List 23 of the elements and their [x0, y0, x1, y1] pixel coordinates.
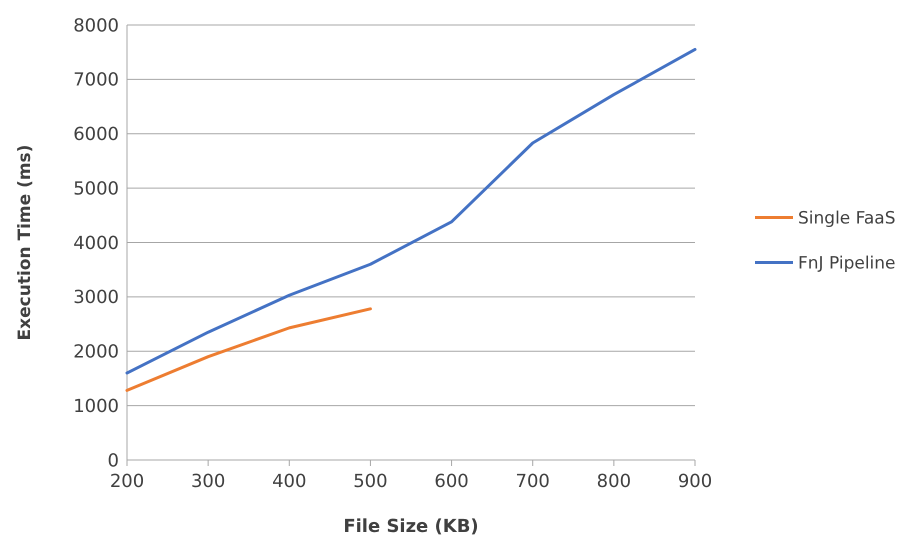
- x-tick-label: 400: [272, 471, 306, 492]
- x-tick-label: 900: [678, 471, 712, 492]
- x-tick-label: 300: [190, 471, 226, 492]
- x-tick-label: 800: [596, 471, 632, 492]
- y-tick-label: 7000: [73, 70, 119, 91]
- legend-label: FnJ Pipeline: [798, 253, 896, 274]
- line-series: [126, 48, 696, 374]
- y-tick-label: 5000: [73, 178, 119, 200]
- y-tick-label: 3000: [73, 287, 119, 308]
- x-axis-title: File Size (KB): [343, 516, 479, 537]
- line-series: [126, 307, 372, 392]
- y-tick-label: 6000: [73, 124, 119, 146]
- x-tick-label: 700: [516, 471, 550, 492]
- y-axis-title: Execution Time (ms): [15, 144, 35, 340]
- y-tick-label: 1000: [73, 396, 119, 417]
- x-tick-label: 600: [434, 471, 469, 492]
- x-tick-label: 200: [110, 471, 144, 492]
- x-tick-label: 500: [353, 471, 388, 492]
- y-tick-label: 8000: [73, 15, 119, 36]
- y-tick-label: 0: [108, 450, 119, 472]
- legend-label: Single FaaS: [798, 208, 896, 228]
- y-tick-label: 2000: [73, 342, 119, 363]
- y-tick-label: 4000: [73, 232, 119, 254]
